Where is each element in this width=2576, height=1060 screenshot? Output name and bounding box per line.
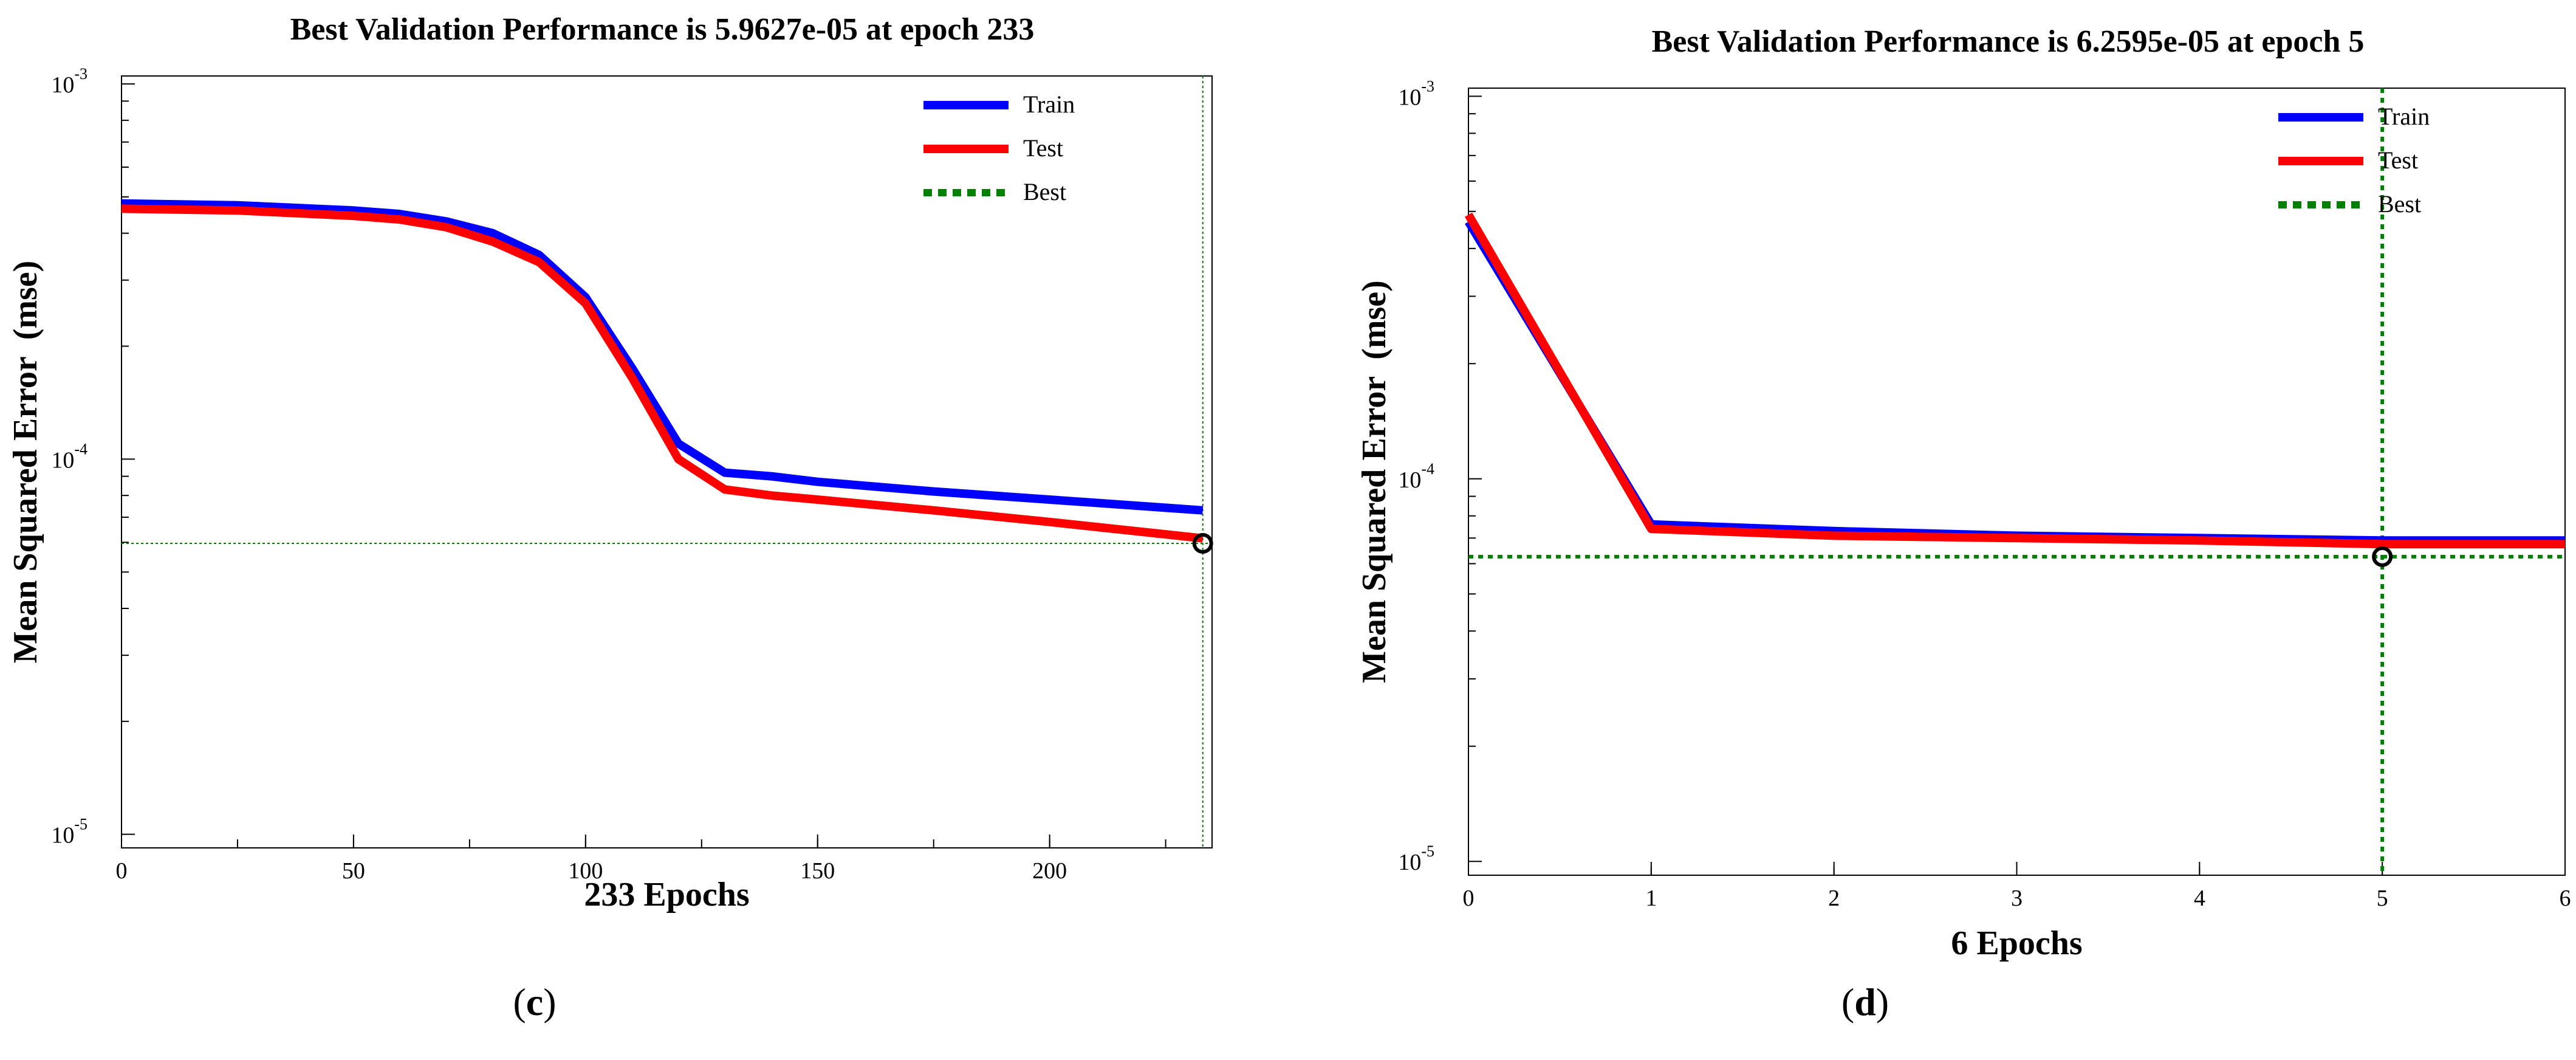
legend-best-label: Best (1023, 178, 1066, 205)
legend-train-label: Train (1023, 91, 1075, 118)
chart-panel-c: 0 50 100 150 200 10-5 10-4 10-3 Train Test Best Bes… (7, 12, 1213, 1024)
y-tick-label: 10-3 (1398, 77, 1434, 110)
legend-test-label: Test (1023, 134, 1063, 162)
x-axis-label: 233 Epochs (584, 876, 749, 914)
y-axis-label: Mean Squared Error (mse) (1355, 280, 1393, 683)
panel-label: (d) (1841, 980, 1889, 1024)
x-tick-label: 2 (1828, 886, 1840, 911)
y-axis-label: Mean Squared Error (mse) (7, 261, 44, 664)
x-tick-label: 200 (1032, 858, 1067, 884)
legend-train-label: Train (2378, 103, 2430, 130)
y-tick-label: 10-5 (1398, 842, 1434, 875)
y-tick-label: 10-4 (51, 440, 87, 473)
x-tick-label: 0 (1463, 886, 1475, 911)
y-tick-label: 10-4 (1398, 460, 1434, 493)
x-tick-label: 50 (342, 858, 365, 884)
legend-best-label: Best (2378, 190, 2421, 218)
chart-title: Best Validation Performance is 6.2595e-0… (1652, 24, 2365, 59)
x-tick-label: 150 (800, 858, 835, 884)
x-tick-label: 5 (2377, 886, 2388, 911)
series-test-line (121, 204, 1204, 543)
x-tick-label: 3 (2011, 886, 2023, 911)
x-tick-label: 0 (116, 858, 128, 884)
best-marker (2372, 546, 2393, 567)
best-marker (1192, 532, 1213, 554)
series-test-line (1464, 212, 2565, 549)
panel-label: (c) (513, 980, 556, 1024)
x-axis-label: 6 Epochs (1951, 924, 2082, 962)
chart-panel-d: 0 1 2 3 4 5 6 10-5 10-4 10-3 Train Test Best Best Val… (1355, 24, 2571, 1024)
y-tick-label: 10-3 (51, 65, 87, 98)
chart-title: Best Validation Performance is 5.9627e-0… (290, 12, 1035, 47)
x-tick-label: 4 (2194, 886, 2205, 911)
x-tick-label: 1 (1645, 886, 1657, 911)
y-tick-label: 10-5 (51, 816, 87, 848)
x-tick-label: 6 (2560, 886, 2571, 911)
x-tick-label: 100 (568, 858, 603, 884)
legend-test-label: Test (2378, 146, 2418, 174)
